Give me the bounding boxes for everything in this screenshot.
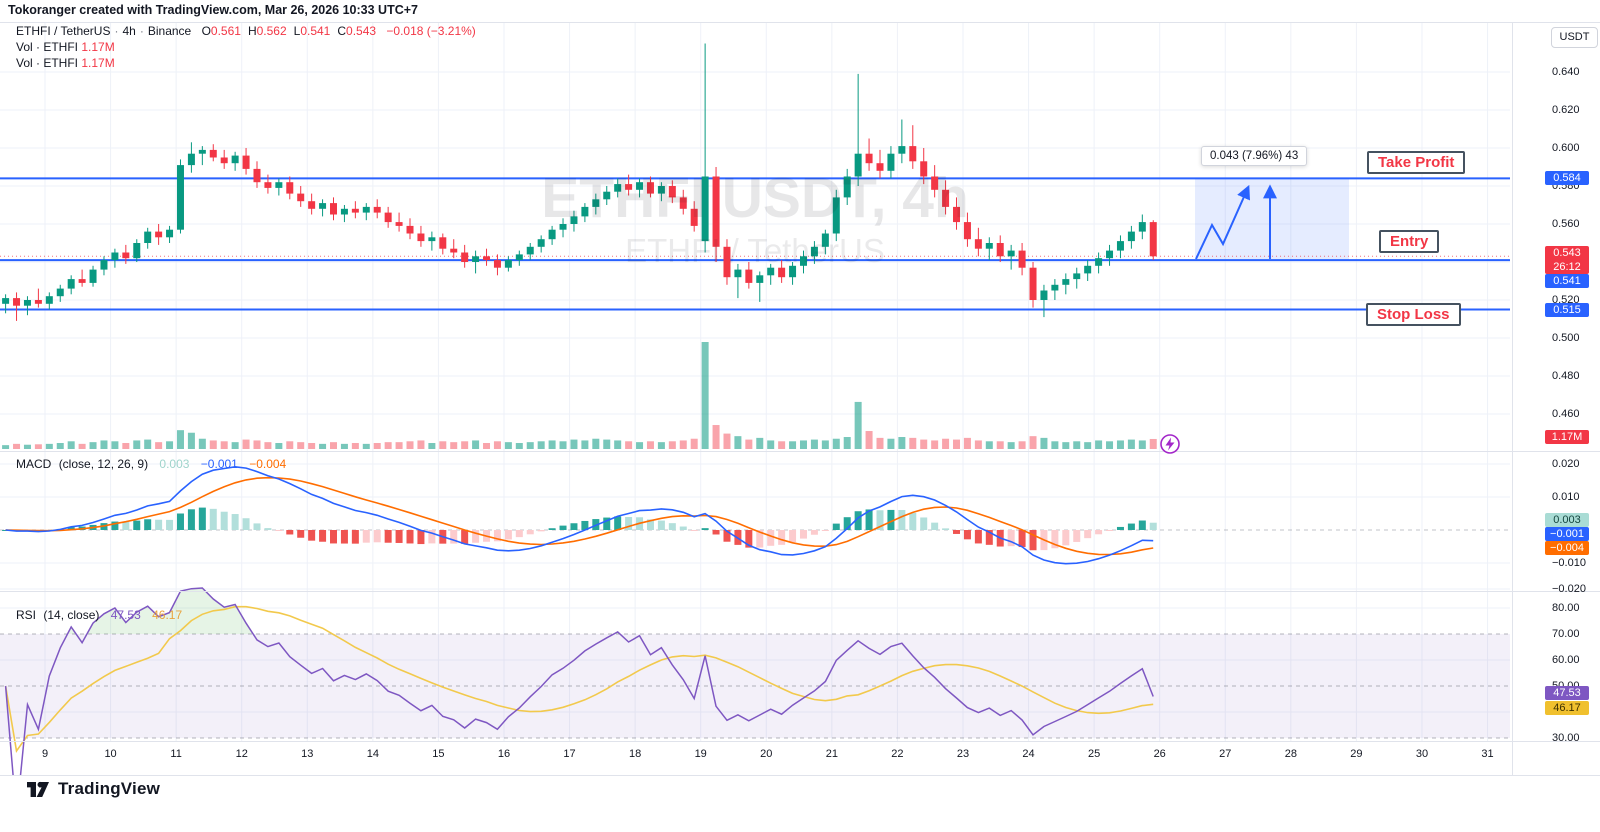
ohlc-l: L0.541 (293, 24, 331, 38)
macd-signal-value: −0.004 (249, 457, 287, 471)
symbol-title[interactable]: ETHFI / TetherUS (16, 24, 111, 38)
legend-separator: · (114, 24, 119, 38)
date-label: 18 (629, 748, 642, 760)
date-label: 26 (1153, 748, 1166, 760)
tradingview-logo-text: TradingView (58, 779, 161, 798)
currency-toggle-button[interactable]: USDT (1551, 27, 1598, 48)
projection-arrow-zigzag[interactable] (1195, 184, 1250, 260)
axis-badge-macd-line: −0.001 (1545, 527, 1589, 541)
rsi-params: (14, close) (43, 608, 100, 622)
interval-label[interactable]: 4h (122, 24, 136, 38)
axis-badge-rsi-value: 47.53 (1545, 686, 1589, 700)
macd-hist-value: 0.003 (159, 457, 190, 471)
date-label: 28 (1284, 748, 1297, 760)
volume-legend-row[interactable]: Vol · ETHFI 1.17M (16, 40, 115, 54)
rsi-main-line (4, 587, 1154, 776)
ohlc-values: O0.561 H0.562 L0.541 C0.543 (195, 24, 377, 38)
legend-separator: · (139, 24, 144, 38)
axis-badge-stop-loss-price: 0.515 (1545, 302, 1589, 317)
date-label: 9 (41, 748, 49, 760)
macd-params: (close, 12, 26, 9) (58, 457, 149, 471)
macd-tick: −0.020 (1552, 583, 1586, 595)
price-tick: 0.480 (1552, 370, 1580, 382)
price-tick: 0.500 (1552, 332, 1580, 344)
chart-canvas[interactable] (0, 0, 1600, 776)
price-tick: 0.600 (1552, 142, 1580, 154)
macd-line-value: −0.001 (200, 457, 238, 471)
rsi-ma-value: 46.17 (152, 608, 183, 622)
ohlc-h: H0.562 (247, 24, 287, 38)
rsi-tick: 80.00 (1552, 602, 1580, 614)
boost-icon[interactable] (1160, 434, 1180, 454)
price-tick: 0.640 (1552, 66, 1580, 78)
price-tick: 0.460 (1552, 408, 1580, 420)
date-label: 17 (563, 748, 576, 760)
ohlc-c: C0.543 (337, 24, 377, 38)
date-label: 15 (432, 748, 445, 760)
axis-badge-entry-price: 0.541 (1545, 274, 1589, 288)
date-label: 21 (825, 748, 838, 760)
date-label: 11 (170, 748, 182, 760)
date-label: 31 (1481, 748, 1494, 760)
date-label: 13 (301, 748, 314, 760)
rsi-tick: 70.00 (1552, 628, 1580, 640)
date-label: 10 (104, 748, 117, 760)
date-label: 12 (235, 748, 248, 760)
axis-badge-last-price: 0.543 26:12 (1545, 246, 1589, 274)
volume-series (2, 342, 1157, 449)
date-label: 14 (366, 748, 379, 760)
macd-histogram (2, 507, 1157, 551)
exchange-label: Binance (147, 24, 192, 38)
macd-title: MACD (16, 457, 52, 471)
stop-loss-label[interactable]: Stop Loss (1366, 303, 1461, 326)
price-tick: 0.560 (1552, 218, 1580, 230)
macd-tick: −0.010 (1552, 557, 1586, 569)
date-label: 29 (1350, 748, 1363, 760)
axis-badge-macd-signal: −0.004 (1545, 541, 1589, 555)
date-label: 20 (760, 748, 773, 760)
rsi-tick: 60.00 (1552, 654, 1580, 666)
date-label: 30 (1415, 748, 1429, 760)
change-value: −0.018 (−3.21%) (386, 24, 476, 38)
ohlc-o: O0.561 (201, 24, 241, 38)
projection-zone[interactable] (1195, 178, 1349, 261)
macd-legend[interactable]: MACD (close, 12, 26, 9) 0.003 −0.001 −0.… (16, 457, 286, 471)
macd-tick: 0.010 (1552, 491, 1580, 503)
date-label: 23 (956, 748, 970, 760)
tradingview-logo-icon (27, 781, 49, 797)
axis-badge-macd-hist: 0.003 (1545, 513, 1589, 527)
volume-legend-row[interactable]: Vol · ETHFI 1.17M (16, 56, 115, 70)
rsi-value: 47.53 (110, 608, 141, 622)
axis-badge-rsi-ma: 46.17 (1545, 701, 1589, 715)
price-tick: 0.620 (1552, 104, 1580, 116)
entry-label[interactable]: Entry (1379, 230, 1440, 253)
rsi-legend[interactable]: RSI (14, close) 47.53 46.17 (16, 608, 182, 622)
date-label: 25 (1087, 748, 1101, 760)
macd-main-line (5, 465, 1154, 565)
date-label: 24 (1022, 748, 1035, 760)
axis-badge-volume-value: 1.17M (1545, 430, 1589, 444)
macd-tick: 0.020 (1552, 458, 1580, 470)
axis-badge-take-profit-price: 0.584 (1545, 171, 1589, 186)
date-label: 27 (1219, 748, 1232, 760)
rsi-title: RSI (16, 608, 37, 622)
date-label: 19 (694, 748, 707, 760)
symbol-legend[interactable]: ETHFI / TetherUS · 4h · Binance O0.561 H0.562… (16, 24, 476, 38)
chart-credit-text: Tokoranger created with TradingView.com,… (8, 3, 418, 17)
tradingview-logo[interactable]: TradingView (26, 778, 160, 800)
rsi-tick: 30.00 (1552, 732, 1580, 744)
take-profit-label[interactable]: Take Profit (1367, 151, 1466, 174)
macd-signal-line (5, 476, 1154, 556)
date-label: 16 (497, 748, 511, 760)
candlestick-series (2, 43, 1157, 321)
measure-tooltip: 0.043 (7.96%) 43 (1201, 146, 1308, 166)
rsi-ma-line (4, 605, 1154, 754)
date-label: 22 (891, 748, 904, 760)
